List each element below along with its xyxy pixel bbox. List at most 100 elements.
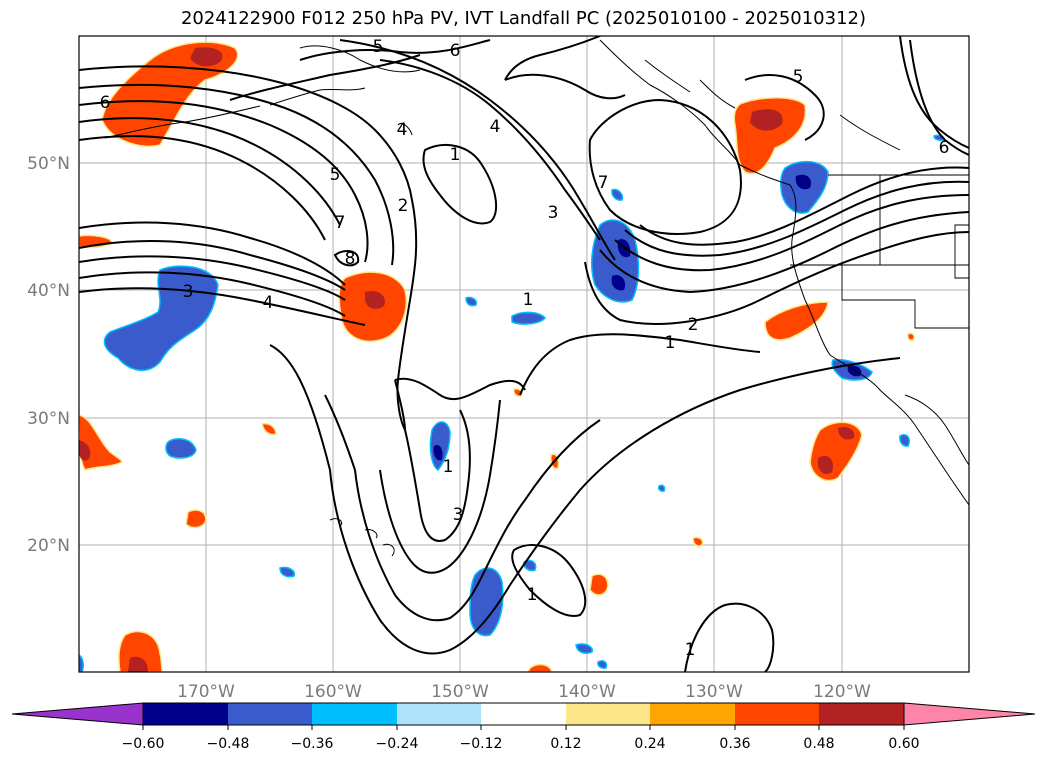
- negative-anomaly-region: [511, 311, 546, 325]
- lat-label-30n: 30°N: [27, 409, 70, 429]
- colorbar: −0.60 −0.48 −0.36 −0.24 −0.12 0.12 0.24 …: [11, 702, 1036, 752]
- negative-anomaly-region: [279, 566, 296, 578]
- contour-label: 4: [263, 293, 274, 313]
- pv-contours: [79, 36, 969, 672]
- contour-label: 6: [939, 138, 950, 158]
- colorbar-segment: [481, 703, 566, 725]
- negative-anomaly-region: [597, 660, 608, 669]
- contour-label: 7: [598, 173, 609, 193]
- colorbar-tick-label: −0.24: [376, 736, 419, 752]
- gridlines: [79, 36, 969, 672]
- colorbar-segment: [735, 703, 819, 725]
- contour-labels: 5 6 6 4 1 5 2 7 8 3 4 1 4 3 7 1 2 1 3 1 …: [100, 37, 950, 660]
- contour-label: 6: [450, 41, 461, 61]
- negative-anomaly-region: [523, 559, 537, 572]
- negative-anomaly-core: [433, 444, 443, 461]
- contour-label: 3: [548, 203, 559, 223]
- negative-anomaly-region: [611, 188, 624, 201]
- negative-anomaly-core: [611, 274, 626, 291]
- positive-anomaly-core: [365, 290, 385, 309]
- positive-anomaly-region: [101, 41, 239, 147]
- contour-label: 1: [443, 457, 454, 477]
- colorbar-segment: [566, 703, 650, 725]
- positive-anomaly-core: [817, 455, 834, 475]
- contour-label: 4: [397, 120, 408, 140]
- colorbar-segment: [312, 703, 397, 725]
- colorbar-tick-label: 0.24: [634, 736, 665, 752]
- positive-anomaly-region: [809, 421, 863, 482]
- colorbar-segments: [143, 703, 904, 725]
- positive-anomaly-core: [838, 427, 855, 440]
- negative-anomaly-region: [165, 437, 197, 459]
- colorbar-ticks: [142, 725, 905, 730]
- colorbar-tick-label: 0.48: [803, 736, 834, 752]
- negative-anomaly-region: [429, 421, 451, 472]
- colorbar-tick-label: −0.36: [291, 736, 334, 752]
- map-frame: [78, 35, 970, 673]
- positive-anomaly-region: [79, 414, 123, 471]
- positive-anomaly-region: [907, 332, 915, 341]
- colorbar-segment: [143, 703, 228, 725]
- positive-anomaly-region: [764, 301, 829, 341]
- negative-anomaly-region: [899, 434, 911, 447]
- colorbar-tick-label: −0.12: [460, 736, 503, 752]
- contour-label: 1: [665, 333, 676, 353]
- longitude-labels: 170°W 160°W 150°W 140°W 130°W 120°W: [177, 682, 871, 702]
- lon-label-160w: 160°W: [304, 682, 362, 702]
- contour-label: 8: [345, 249, 356, 269]
- negative-anomaly-region: [658, 484, 666, 492]
- positive-anomaly-core: [190, 47, 223, 67]
- positive-anomaly-region: [261, 422, 277, 436]
- colorbar-tick-label: −0.48: [207, 736, 250, 752]
- positive-anomaly-core: [750, 109, 783, 131]
- colorbar-tick-labels: −0.60 −0.48 −0.36 −0.24 −0.12 0.12 0.24 …: [122, 736, 920, 752]
- lat-label-20n: 20°N: [27, 536, 70, 556]
- colorbar-segment: [397, 703, 481, 725]
- contour-label: 1: [523, 290, 534, 310]
- contour-label: 6: [100, 93, 111, 113]
- negative-anomaly-core: [795, 174, 812, 190]
- negative-anomaly-region: [103, 265, 219, 371]
- positive-anomaly-region: [589, 573, 609, 596]
- negative-anomaly-region: [79, 654, 84, 672]
- lon-label-150w: 150°W: [431, 682, 489, 702]
- negative-anomaly-fills: [79, 134, 945, 672]
- positive-anomaly-region: [692, 536, 704, 547]
- lon-label-170w: 170°W: [177, 682, 235, 702]
- contour-label: 7: [335, 213, 346, 233]
- lat-label-40n: 40°N: [27, 281, 70, 301]
- map-plot-area: 5 6 6 4 1 5 2 7 8 3 4 1 4 3 7 1 2 1 3 1 …: [79, 36, 969, 672]
- colorbar-frame: [142, 702, 905, 726]
- colorbar-tick-label: 0.60: [888, 736, 919, 752]
- contour-label: 2: [398, 196, 409, 216]
- positive-anomaly-core: [79, 440, 91, 461]
- contour-label: 1: [527, 585, 538, 605]
- lon-label-120w: 120°W: [813, 682, 871, 702]
- positive-anomaly-core: [128, 656, 148, 672]
- contour-label: 1: [450, 145, 461, 165]
- contour-label: 2: [688, 315, 699, 335]
- latitude-labels: 50°N 40°N 30°N 20°N: [27, 154, 70, 556]
- lon-label-130w: 130°W: [685, 682, 743, 702]
- positive-anomaly-region: [527, 663, 553, 672]
- contour-label: 5: [330, 165, 341, 185]
- contour-label: 5: [373, 37, 384, 57]
- contour-label: 3: [453, 505, 464, 525]
- colorbar-segment: [819, 703, 904, 725]
- positive-anomaly-region: [733, 97, 807, 175]
- colorbar-high-extend: [903, 702, 1036, 726]
- negative-anomaly-region: [469, 567, 504, 637]
- figure-title: 2024122900 F012 250 hPa PV, IVT Landfall…: [180, 8, 867, 29]
- contour-label: 3: [183, 282, 194, 302]
- colorbar-tick-label: 0.36: [719, 736, 750, 752]
- positive-anomaly-region: [185, 509, 207, 529]
- contour-label: 1: [685, 640, 696, 660]
- colorbar-segment: [650, 703, 735, 725]
- contour-label: 4: [490, 117, 501, 137]
- colorbar-segment: [228, 703, 312, 725]
- colorbar-tick-label: 0.12: [550, 736, 581, 752]
- colorbar-low-extend: [11, 702, 144, 726]
- negative-anomaly-region: [575, 643, 593, 654]
- colorbar-tick-label: −0.60: [122, 736, 165, 752]
